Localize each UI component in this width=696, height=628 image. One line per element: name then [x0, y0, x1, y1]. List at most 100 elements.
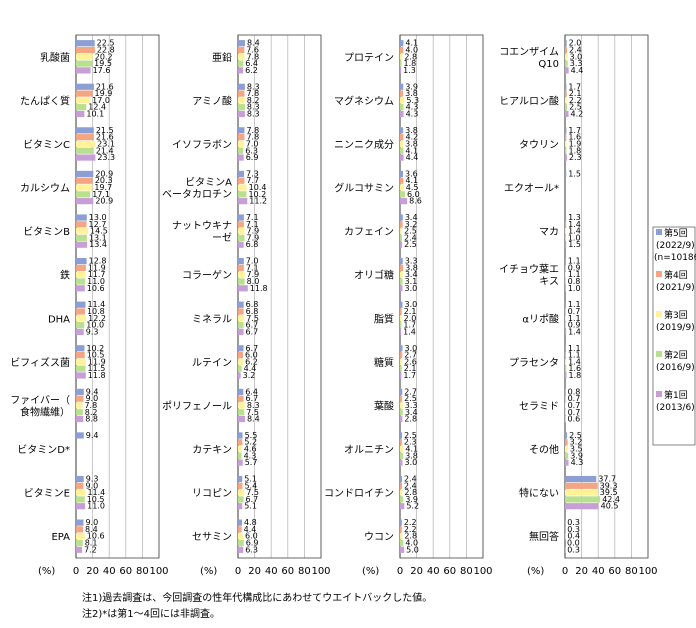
data-label: 2.7 [404, 351, 417, 360]
data-label: 2.5 [404, 394, 417, 403]
bar [400, 147, 404, 154]
data-label: 7.8 [246, 126, 259, 135]
bar [76, 97, 91, 104]
bar [400, 415, 403, 423]
tick-label: 40 [427, 566, 440, 577]
bar [400, 503, 405, 510]
data-label: 2.8 [404, 52, 417, 61]
bar [76, 278, 86, 285]
data-label: 3.9 [570, 451, 583, 460]
legend-series-period: (2021/9) [656, 283, 695, 293]
bar [76, 388, 84, 395]
bar [400, 110, 404, 118]
category-label: オルニチン [344, 444, 394, 456]
bar [400, 432, 403, 439]
bar [400, 459, 403, 466]
data-label: 11.9 [88, 357, 106, 366]
data-label: 23.1 [97, 139, 115, 148]
data-label: 0.6 [567, 415, 580, 424]
bar [238, 40, 245, 47]
data-label: 2.4 [404, 233, 417, 242]
bar [76, 83, 94, 90]
bar [400, 127, 404, 134]
bar [76, 351, 85, 359]
bar [238, 459, 243, 466]
data-label: 7.9 [247, 227, 260, 236]
data-label: 21.5 [96, 126, 114, 135]
data-label: 0.4 [567, 532, 580, 541]
data-label: 10.8 [87, 307, 105, 316]
category-label: Q10 [538, 59, 559, 70]
data-label: 4.1 [405, 146, 418, 155]
bar [565, 241, 567, 248]
data-label: 0.0 [567, 539, 580, 548]
data-label: 2.3 [569, 153, 582, 162]
unit-label: (%) [362, 566, 379, 577]
bar [400, 97, 405, 104]
data-label: 11.2 [249, 197, 267, 206]
category-label: エクオール* [504, 183, 559, 195]
bar [76, 127, 94, 134]
data-label: 10.2 [86, 344, 104, 353]
data-label: 0.3 [567, 518, 580, 527]
bar [565, 321, 566, 329]
data-label: 2.5 [404, 227, 417, 236]
data-label: 3.8 [405, 451, 418, 460]
data-label: 10.6 [87, 532, 105, 541]
data-label: 8.4 [247, 39, 260, 48]
data-label: 7.1 [246, 220, 259, 229]
data-label: 9.4 [86, 387, 99, 396]
bar [76, 191, 91, 198]
data-label: 3.2 [570, 438, 583, 447]
bar [76, 301, 86, 308]
bar [565, 503, 599, 510]
category-label: グルコサミン [334, 182, 394, 195]
category-label: 亜鉛 [212, 51, 232, 64]
data-label: 4.1 [405, 39, 418, 48]
data-label: 7.5 [246, 488, 259, 497]
bar [76, 241, 88, 248]
bar [565, 234, 566, 242]
data-label: 6.7 [246, 394, 259, 403]
data-label: 7.0 [246, 139, 259, 148]
bar [238, 241, 244, 248]
data-label: 7.8 [246, 89, 259, 98]
bar [565, 228, 567, 235]
data-label: 0.9 [568, 263, 581, 272]
data-label: 1.5 [568, 169, 581, 178]
bar [238, 526, 242, 533]
legend-series-period: (2016/9) [656, 363, 695, 373]
bar [76, 60, 93, 67]
bar [76, 264, 86, 272]
bar [400, 104, 404, 111]
bar [565, 496, 601, 503]
bar [76, 234, 87, 242]
data-label: 21.6 [96, 133, 114, 142]
bar [565, 90, 567, 97]
data-label: 3.2 [243, 371, 256, 380]
data-label: 10.0 [86, 321, 104, 330]
bar [76, 271, 86, 278]
plot-frame [564, 34, 649, 559]
data-label: 8.4 [247, 415, 260, 424]
bar [76, 285, 85, 292]
tick-label: 40 [103, 566, 116, 577]
bar [400, 221, 403, 228]
data-label: 1.1 [568, 300, 581, 309]
category-label: ベータカロチン [162, 189, 232, 201]
data-label: 5.0 [406, 545, 419, 554]
tick-label: 80 [625, 566, 638, 577]
data-label: 6.7 [246, 327, 259, 336]
bar [400, 234, 402, 242]
bar [400, 90, 404, 97]
data-label: 12.8 [89, 257, 107, 266]
bar [238, 519, 242, 526]
bar [565, 439, 568, 446]
bar [238, 308, 244, 315]
category-label: 特にない [519, 488, 559, 500]
bar [400, 53, 403, 60]
data-label: 5.1 [244, 475, 257, 484]
data-label: 2.4 [404, 481, 417, 490]
bar [565, 46, 567, 54]
bar [238, 170, 245, 178]
